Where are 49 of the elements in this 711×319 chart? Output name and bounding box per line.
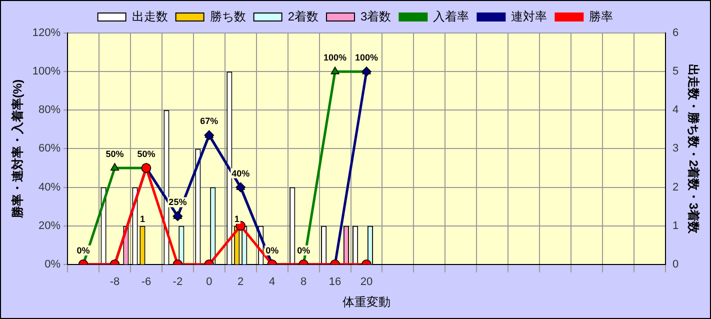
x-tick-label: 4 [269, 276, 276, 288]
y2-tick-label: 0 [672, 258, 679, 270]
legend-label: 勝率 [589, 9, 614, 24]
legend-label: 2着数 [288, 9, 319, 24]
x-tick-label: 0 [206, 276, 212, 288]
data-label: 25% [168, 197, 187, 208]
y2-tick-label: 5 [672, 66, 679, 78]
y-tick-label: 40% [38, 181, 61, 194]
x-tick-label: -2 [172, 276, 183, 288]
x-tick-label: 8 [300, 276, 307, 288]
y2-tick-label: 3 [672, 142, 679, 155]
legend-label: 勝ち数 [210, 9, 246, 24]
point [204, 130, 214, 140]
data-label: 100% [354, 52, 378, 63]
point [330, 66, 340, 74]
data-label: 0% [297, 245, 310, 256]
data-label: 1 [234, 214, 240, 224]
data-label: 0% [76, 245, 90, 256]
data-label: 100% [324, 52, 347, 63]
y-tick-label: 20% [38, 220, 61, 232]
y-tick-label: 100% [32, 66, 61, 78]
y2-tick-label: 2 [672, 181, 679, 194]
y-axis-title: 勝率・連対率・入着率(%) [10, 79, 25, 220]
x-tick-label: 2 [238, 276, 244, 288]
y-tick-label: 0% [44, 258, 61, 270]
legend-label: 3着数 [360, 9, 392, 24]
legend-label: 出走数 [132, 9, 168, 24]
y-tick-label: 80% [38, 104, 61, 116]
legend-label: 入着率 [433, 9, 470, 24]
x-tick-label: 20 [360, 276, 373, 288]
point [110, 163, 120, 171]
data-label: 1 [140, 214, 145, 224]
x-axis-title: 体重変動 [342, 295, 391, 310]
y2-tick-label: 6 [672, 27, 679, 40]
data-label: 50% [137, 148, 156, 159]
data-label: 40% [232, 168, 250, 178]
y2-tick-label: 1 [672, 220, 679, 232]
data-label: 67% [200, 116, 218, 126]
y-tick-label: 60% [38, 142, 61, 155]
x-tick-label: -8 [110, 276, 120, 288]
x-tick-label: -6 [141, 276, 152, 288]
legend-label: 連対率 [511, 9, 548, 24]
y-tick-label: 120% [32, 27, 61, 40]
y2-axis-title: 出走数・勝ち数・2着数・3着数 [686, 64, 700, 234]
y2-tick-label: 4 [672, 104, 679, 116]
data-label: 50% [106, 148, 124, 159]
data-label: 0% [266, 245, 279, 256]
point [236, 182, 246, 192]
x-tick-label: 16 [328, 276, 342, 288]
